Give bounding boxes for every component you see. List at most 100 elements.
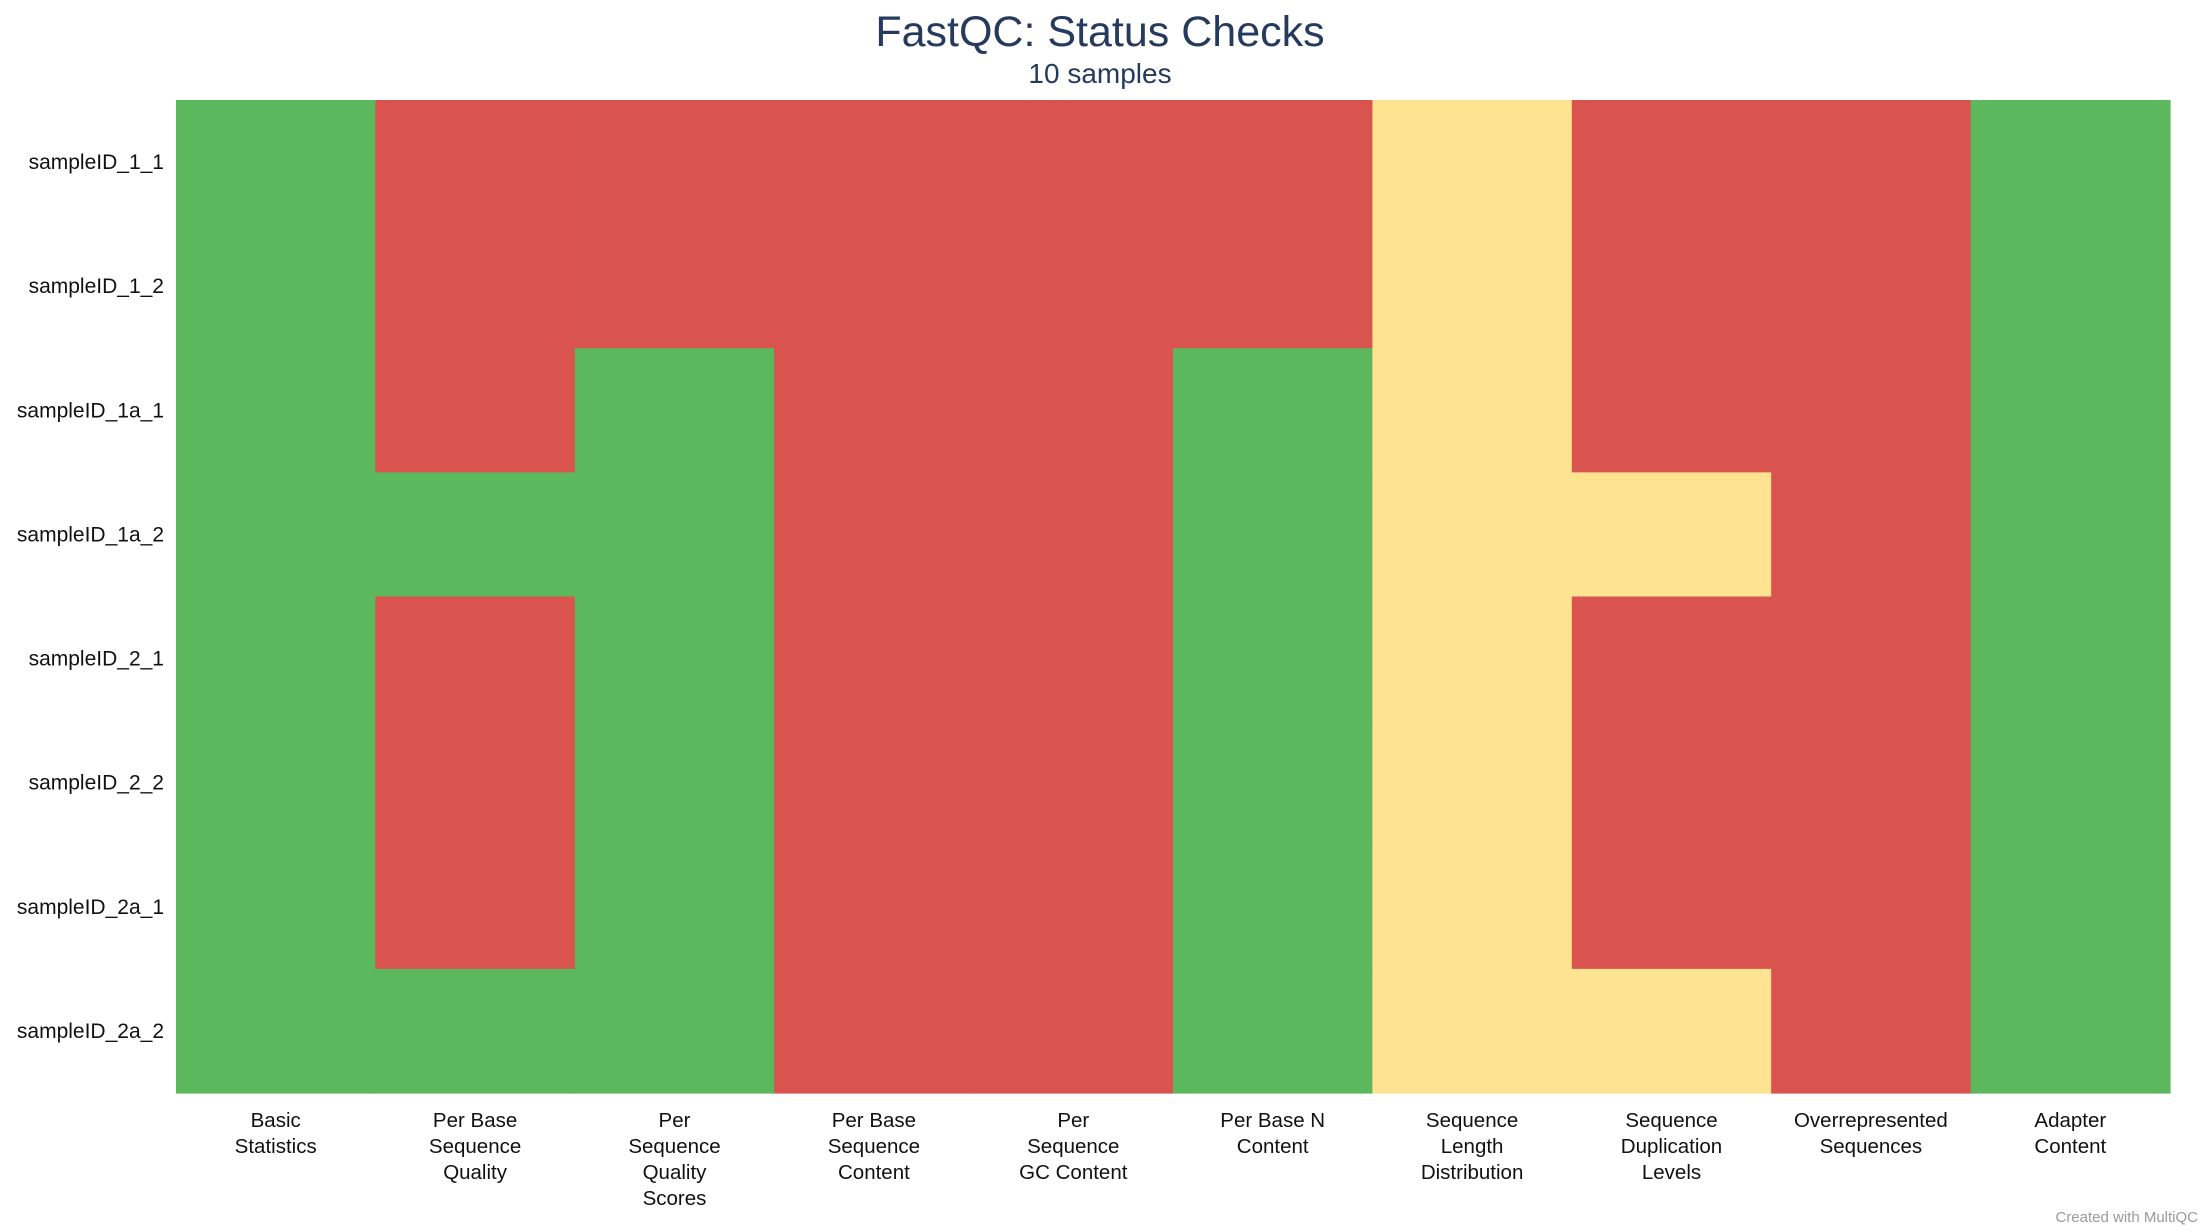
- heatmap-cell[interactable]: [1970, 968, 2171, 1094]
- heatmap-cell[interactable]: [1970, 224, 2171, 349]
- heatmap-cell[interactable]: [1372, 720, 1573, 846]
- heatmap-cell[interactable]: [1571, 720, 1772, 846]
- heatmap-cell[interactable]: [375, 968, 576, 1094]
- column-label: Sequence Duplication Levels: [1621, 1109, 1722, 1184]
- row-label: sampleID_2a_1: [17, 896, 164, 919]
- row-label: sampleID_2_2: [29, 772, 164, 795]
- heatmap-cell[interactable]: [774, 844, 975, 970]
- column-labels: Basic Statistics Per Base Sequence Quality Pe…: [235, 1109, 2107, 1210]
- heatmap-cell[interactable]: [1372, 596, 1573, 722]
- heatmap-cell[interactable]: [1571, 472, 1772, 598]
- heatmap-cell[interactable]: [1771, 720, 1972, 846]
- heatmap-cell[interactable]: [574, 720, 775, 846]
- heatmap-cell[interactable]: [1771, 472, 1972, 598]
- heatmap-cell[interactable]: [1771, 348, 1972, 473]
- column-label: Per Sequence GC Content: [1019, 1109, 1128, 1184]
- row-label: sampleID_2a_2: [17, 1020, 164, 1043]
- heatmap-cell[interactable]: [973, 348, 1174, 473]
- heatmap-cell[interactable]: [574, 100, 775, 225]
- row-label: sampleID_1_2: [29, 275, 164, 298]
- heatmap-cell[interactable]: [1771, 968, 1972, 1094]
- heatmap-cell[interactable]: [774, 968, 975, 1094]
- credit-text: Created with MultiQC: [2055, 1209, 2198, 1226]
- heatmap-cell[interactable]: [1173, 224, 1373, 349]
- heatmap-cell[interactable]: [1372, 968, 1573, 1094]
- heatmap-cell[interactable]: [176, 348, 376, 473]
- heatmap-cell[interactable]: [1771, 100, 1972, 225]
- heatmap-cell[interactable]: [1571, 968, 1772, 1094]
- heatmap-cell[interactable]: [774, 596, 975, 722]
- heatmap-cell[interactable]: [375, 348, 576, 473]
- heatmap-cells: [176, 100, 2171, 1094]
- heatmap-cell[interactable]: [1173, 348, 1373, 473]
- heatmap-cell[interactable]: [375, 720, 576, 846]
- heatmap-cell[interactable]: [973, 720, 1174, 846]
- heatmap-cell[interactable]: [1173, 100, 1373, 225]
- heatmap-cell[interactable]: [1970, 720, 2171, 846]
- heatmap-cell[interactable]: [973, 472, 1174, 598]
- heatmap-cell[interactable]: [1372, 472, 1573, 598]
- heatmap-cell[interactable]: [375, 596, 576, 722]
- column-label: Per Base N Content: [1220, 1109, 1325, 1158]
- heatmap-cell[interactable]: [1571, 596, 1772, 722]
- heatmap-cell[interactable]: [1771, 224, 1972, 349]
- heatmap-cell[interactable]: [1173, 968, 1373, 1094]
- heatmap-cell[interactable]: [574, 348, 775, 473]
- heatmap-cell[interactable]: [375, 472, 576, 598]
- heatmap-cell[interactable]: [1372, 844, 1573, 970]
- heatmap-cell[interactable]: [1970, 348, 2171, 473]
- heatmap-cell[interactable]: [973, 224, 1174, 349]
- heatmap-cell[interactable]: [774, 348, 975, 473]
- heatmap-cell[interactable]: [1173, 596, 1373, 722]
- row-label: sampleID_2_1: [29, 648, 164, 671]
- heatmap-cell[interactable]: [176, 224, 376, 349]
- heatmap-cell[interactable]: [1970, 472, 2171, 598]
- heatmap-cell[interactable]: [176, 100, 376, 225]
- heatmap-cell[interactable]: [1173, 472, 1373, 598]
- heatmap-cell[interactable]: [375, 844, 576, 970]
- heatmap-cell[interactable]: [1372, 224, 1573, 349]
- heatmap-cell[interactable]: [1173, 844, 1373, 970]
- heatmap-cell[interactable]: [1571, 844, 1772, 970]
- heatmap-cell[interactable]: [1372, 348, 1573, 473]
- heatmap-cell[interactable]: [1970, 100, 2171, 225]
- heatmap-cell[interactable]: [774, 472, 975, 598]
- heatmap-cell[interactable]: [1372, 100, 1573, 225]
- column-label: Overrepresented Sequences: [1794, 1109, 1948, 1158]
- heatmap-cell[interactable]: [176, 720, 376, 846]
- heatmap-cell[interactable]: [973, 968, 1174, 1094]
- row-label: sampleID_1_1: [29, 151, 164, 174]
- heatmap-cell[interactable]: [973, 844, 1174, 970]
- column-label: Per Base Sequence Quality: [429, 1109, 521, 1184]
- heatmap-cell[interactable]: [176, 596, 376, 722]
- heatmap-cell[interactable]: [1571, 100, 1772, 225]
- row-label: sampleID_1a_1: [17, 399, 164, 422]
- heatmap-cell[interactable]: [375, 100, 576, 225]
- heatmap-cell[interactable]: [574, 224, 775, 349]
- heatmap-cell[interactable]: [1771, 844, 1972, 970]
- heatmap-cell[interactable]: [774, 224, 975, 349]
- column-label: Adapter Content: [2034, 1109, 2106, 1158]
- heatmap-cell[interactable]: [973, 100, 1174, 225]
- heatmap-cell[interactable]: [774, 100, 975, 225]
- heatmap-cell[interactable]: [973, 596, 1174, 722]
- heatmap-cell[interactable]: [1571, 348, 1772, 473]
- row-label: sampleID_1a_2: [17, 523, 164, 546]
- row-labels: sampleID_1_1 sampleID_1_2 sampleID_1a_1sam…: [17, 151, 164, 1043]
- heatmap-cell[interactable]: [176, 472, 376, 598]
- heatmap-cell[interactable]: [1173, 720, 1373, 846]
- heatmap-cell[interactable]: [1970, 844, 2171, 970]
- heatmap-cell[interactable]: [176, 844, 376, 970]
- heatmap-cell[interactable]: [176, 968, 376, 1094]
- heatmap-cell[interactable]: [1571, 224, 1772, 349]
- heatmap-cell[interactable]: [574, 472, 775, 598]
- heatmap-cell[interactable]: [1970, 596, 2171, 722]
- heatmap-cell[interactable]: [574, 596, 775, 722]
- chart-title: FastQC: Status Checks: [875, 8, 1325, 56]
- heatmap-cell[interactable]: [375, 224, 576, 349]
- column-label: Per Base Sequence Content: [828, 1109, 920, 1184]
- heatmap-cell[interactable]: [574, 968, 775, 1094]
- heatmap-cell[interactable]: [574, 844, 775, 970]
- heatmap-cell[interactable]: [1771, 596, 1972, 722]
- heatmap-cell[interactable]: [774, 720, 975, 846]
